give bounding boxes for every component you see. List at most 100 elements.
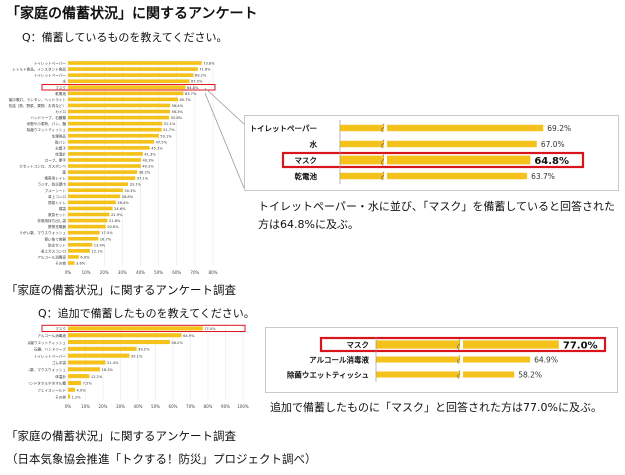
value-label: 77.0% bbox=[204, 327, 216, 331]
bar bbox=[68, 230, 100, 235]
survey2-source: （日本気象協会推進「トクする！防災」プロジェクト調べ） bbox=[6, 452, 317, 466]
zoom-value-label: 58.2% bbox=[518, 371, 542, 380]
value-label: 16.7% bbox=[100, 237, 112, 241]
value-label: 38.2% bbox=[139, 171, 151, 175]
bar bbox=[68, 340, 170, 345]
bar bbox=[68, 182, 128, 187]
category-label: カイロ bbox=[55, 109, 66, 114]
category-label: 非常用持ち出し袋 bbox=[37, 218, 66, 223]
value-label: 41.3% bbox=[144, 152, 156, 156]
value-label: 21.4% bbox=[107, 361, 119, 365]
category-label: 卓上コンロ bbox=[48, 194, 66, 199]
zoom-category-label: 乾電池 bbox=[295, 171, 318, 181]
category-label: ハンドソープ、石鹸類 bbox=[30, 115, 66, 120]
category-label: 懐中電灯、ランタン、ヘッドライト bbox=[9, 97, 67, 102]
category-label: その他 bbox=[55, 260, 66, 265]
category-label: 生理用品 bbox=[52, 133, 67, 138]
bar bbox=[68, 360, 106, 365]
bar bbox=[68, 67, 198, 71]
survey2-zoom-box: マスク 77.0% アルコール消毒液 64.9% 除菌ウエットティッシュ 58.2% bbox=[265, 327, 618, 393]
x-tick-label: 40% bbox=[134, 404, 143, 409]
bar bbox=[68, 115, 170, 120]
category-label: その他 bbox=[55, 394, 66, 399]
bar bbox=[68, 170, 138, 174]
value-label: 4.0% bbox=[77, 389, 87, 393]
category-label: トイレットペーパー bbox=[34, 353, 67, 358]
zoom-bar bbox=[340, 155, 531, 165]
x-tick-label: 0% bbox=[65, 404, 72, 409]
category-label: アルコール消毒液 bbox=[37, 254, 66, 259]
bar bbox=[68, 176, 136, 180]
survey2-question: Q：追加で備蓄したものを教えてください。 bbox=[38, 307, 255, 320]
zoom-value-label: 64.9% bbox=[534, 356, 558, 365]
category-label: アルコール消毒液 bbox=[37, 333, 66, 338]
category-label: 簡易トイレ bbox=[48, 200, 66, 205]
survey1-zoom-chart: トイレットペーパー 69.2% 水 67.0% マスク 64.8% 乾電池 63.7% bbox=[250, 120, 585, 184]
value-label: 58.2% bbox=[171, 341, 183, 345]
zoom-value-label: 67.0% bbox=[541, 140, 565, 149]
survey2-full-bar-chart: 0% 10% 20% 30% 40% 50% 60% 70% 80% 90% 100% マスク 77.0… bbox=[28, 324, 249, 409]
bar bbox=[68, 249, 90, 253]
zoom-category-label: マスク bbox=[347, 340, 370, 350]
bar bbox=[68, 133, 159, 138]
axis-break-gap bbox=[460, 356, 463, 363]
value-label: 45.1% bbox=[151, 146, 163, 150]
survey2-callout-text: 追加で備蓄したものに「マスク」と回答された方は77.0%に及ぶ。 bbox=[270, 401, 602, 414]
bar bbox=[68, 387, 75, 392]
value-label: 40.2% bbox=[142, 165, 154, 169]
category-label: 体温計 bbox=[55, 151, 66, 156]
zoom-value-label: 63.7% bbox=[531, 172, 555, 181]
x-tick-label: 20% bbox=[99, 404, 108, 409]
category-label: ロープ、軍手 bbox=[45, 157, 67, 162]
category-label: マスク bbox=[55, 326, 66, 331]
category-label: 乾パン bbox=[55, 139, 66, 144]
bar bbox=[68, 224, 106, 229]
bar bbox=[68, 353, 130, 358]
zoom-highlight-box bbox=[319, 336, 607, 353]
bar bbox=[68, 85, 186, 90]
category-label: 薬 bbox=[62, 170, 66, 175]
x-tick-label: 70% bbox=[186, 404, 195, 409]
survey2-caption: 「家庭の備蓄状況」に関するアンケート調査 bbox=[6, 429, 236, 443]
bar bbox=[68, 61, 202, 65]
x-tick-label: 80% bbox=[209, 270, 218, 275]
zoom-bar bbox=[340, 140, 537, 148]
category-label: 寝袋 bbox=[59, 206, 67, 211]
survey1-caption: 「家庭の備蓄状況」に関するアンケート調査 bbox=[6, 283, 236, 297]
bar bbox=[68, 164, 141, 168]
bar bbox=[68, 188, 123, 193]
value-label: 67.0% bbox=[191, 80, 203, 84]
value-label: 18.3% bbox=[102, 368, 114, 372]
x-tick-label: 70% bbox=[190, 270, 199, 275]
value-label: 69.2% bbox=[195, 74, 207, 78]
survey1-question: Q：備蓄しているものを教えてください。 bbox=[22, 31, 228, 44]
category-label: 水 bbox=[62, 79, 66, 84]
category-label: 携帯充電器 bbox=[48, 224, 66, 229]
value-label: 35.1% bbox=[131, 354, 143, 358]
zoom-category-label: 水 bbox=[310, 139, 318, 149]
bar bbox=[68, 326, 203, 331]
value-label: 3.6% bbox=[76, 261, 86, 265]
category-label: 米穀や小麦粉、パン、麺 bbox=[27, 121, 67, 126]
category-label: 卓上ガスコンロ bbox=[41, 248, 67, 253]
survey1-full-bar-chart: 0% 10% 20% 30% 40% 50% 60% 70% 80% トイレットペーパー 73.8%… bbox=[9, 60, 218, 275]
value-label: 6.0% bbox=[80, 255, 90, 259]
zoom-bar bbox=[376, 356, 531, 363]
bar bbox=[68, 139, 155, 144]
zoom-value-label: 77.0% bbox=[563, 341, 598, 352]
category-label: うがい薬、マウスウォッシュ bbox=[19, 230, 66, 235]
value-label: 56.3% bbox=[172, 110, 184, 114]
category-label: ラジオ、防災頭巾 bbox=[38, 182, 67, 187]
x-tick-label: 30% bbox=[118, 270, 127, 275]
bar bbox=[68, 374, 90, 379]
zoom-category-label: 除菌ウエットティッシュ bbox=[287, 370, 369, 380]
bar bbox=[68, 242, 93, 247]
bar bbox=[68, 146, 150, 150]
x-tick-label: 40% bbox=[136, 270, 145, 275]
bar bbox=[68, 103, 171, 108]
category-label: レトルト食品、インスタント食品 bbox=[12, 67, 66, 72]
category-label: フェイスシールド bbox=[37, 388, 66, 393]
x-tick-label: 0% bbox=[65, 270, 72, 275]
bar bbox=[68, 212, 110, 217]
